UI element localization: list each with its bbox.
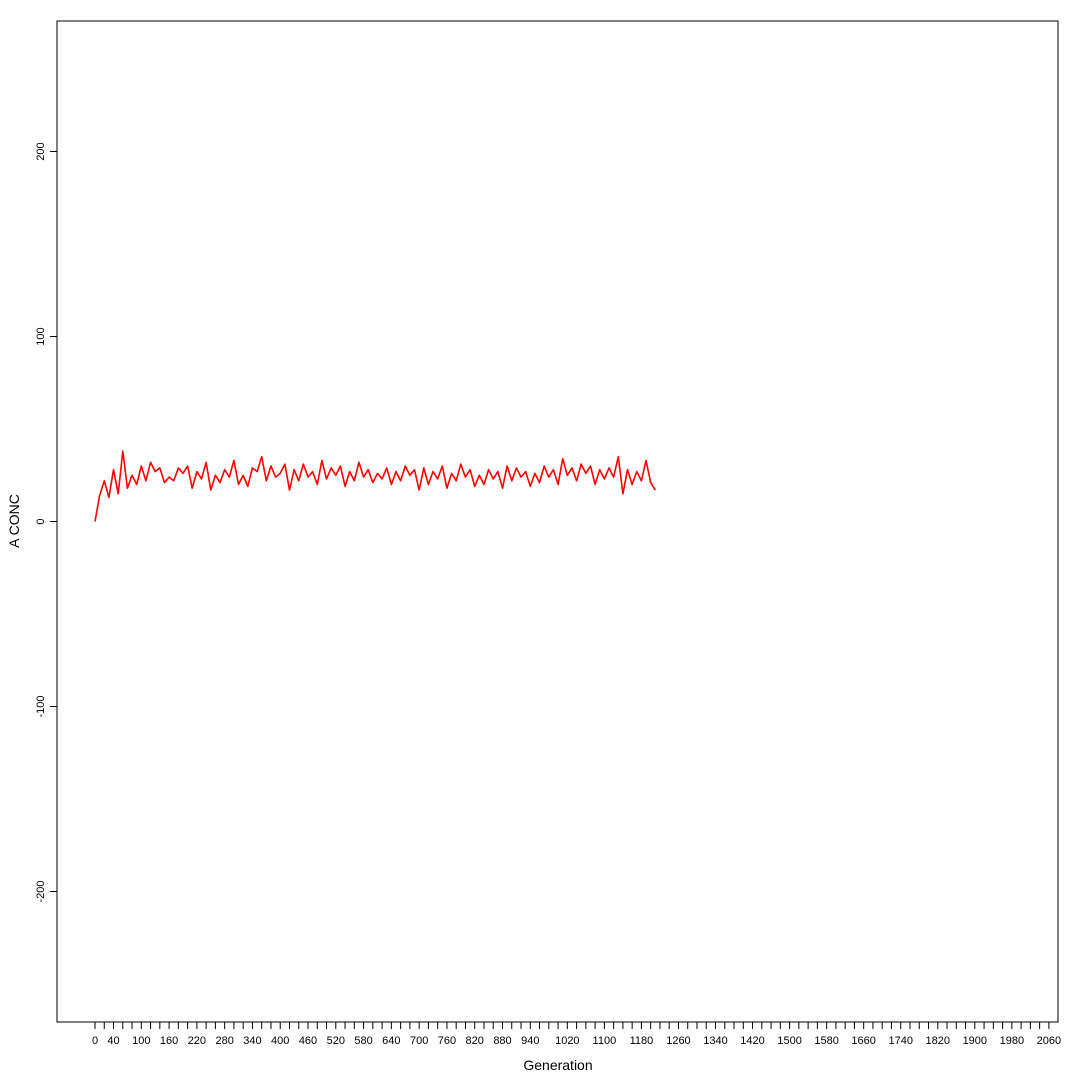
x-tick-label: 1340 [703,1035,727,1047]
x-tick-label: 220 [188,1035,206,1047]
x-tick-label: 160 [160,1035,178,1047]
y-tick-label: 200 [35,142,47,160]
x-tick-label: 1500 [777,1035,801,1047]
x-tick-label: 400 [271,1035,289,1047]
x-axis-tick-labels: 0 40 100 160 220 280 340 400 460 520 580 640 700 760 8… [92,1035,1061,1047]
x-tick-label: 1900 [963,1035,987,1047]
x-tick-label: 460 [299,1035,317,1047]
x-tick-label: 520 [327,1035,345,1047]
x-tick-label: 0 [92,1035,98,1047]
x-axis-title: Generation [523,1057,592,1073]
y-axis-ticks [50,151,57,892]
x-tick-label: 40 [107,1035,119,1047]
x-tick-label: 2060 [1037,1035,1061,1047]
x-tick-label: 340 [243,1035,261,1047]
x-tick-label: 1740 [888,1035,912,1047]
x-tick-label: 1580 [814,1035,838,1047]
x-axis-ticks [94,1022,1050,1029]
x-tick-label: 280 [215,1035,233,1047]
x-tick-label: 1420 [740,1035,764,1047]
y-axis-tick-labels: -200 -100 0 100 200 [35,142,47,902]
series-layer [94,450,656,522]
x-tick-label: 880 [493,1035,511,1047]
x-tick-label: 700 [410,1035,428,1047]
x-tick-label: 1260 [666,1035,690,1047]
y-tick-label: 0 [35,518,47,524]
x-tick-label: 100 [132,1035,150,1047]
x-tick-label: 760 [438,1035,456,1047]
x-tick-label: 1020 [555,1035,579,1047]
x-tick-label: 1180 [630,1035,654,1047]
x-tick-label: 940 [521,1035,539,1047]
x-tick-label: 820 [466,1035,484,1047]
x-tick-label: 580 [354,1035,372,1047]
x-tick-label: 1660 [851,1035,875,1047]
x-tick-label: 1100 [593,1035,617,1047]
y-tick-label: -100 [35,695,47,717]
x-tick-label: 640 [382,1035,400,1047]
x-tick-label: 1820 [926,1035,950,1047]
y-tick-label: -200 [35,880,47,902]
plot-frame [56,20,1059,1023]
y-axis-title: A CONC [6,494,22,548]
y-tick-label: 100 [35,327,47,345]
x-tick-label: 1980 [1000,1035,1024,1047]
series-line [94,450,656,522]
